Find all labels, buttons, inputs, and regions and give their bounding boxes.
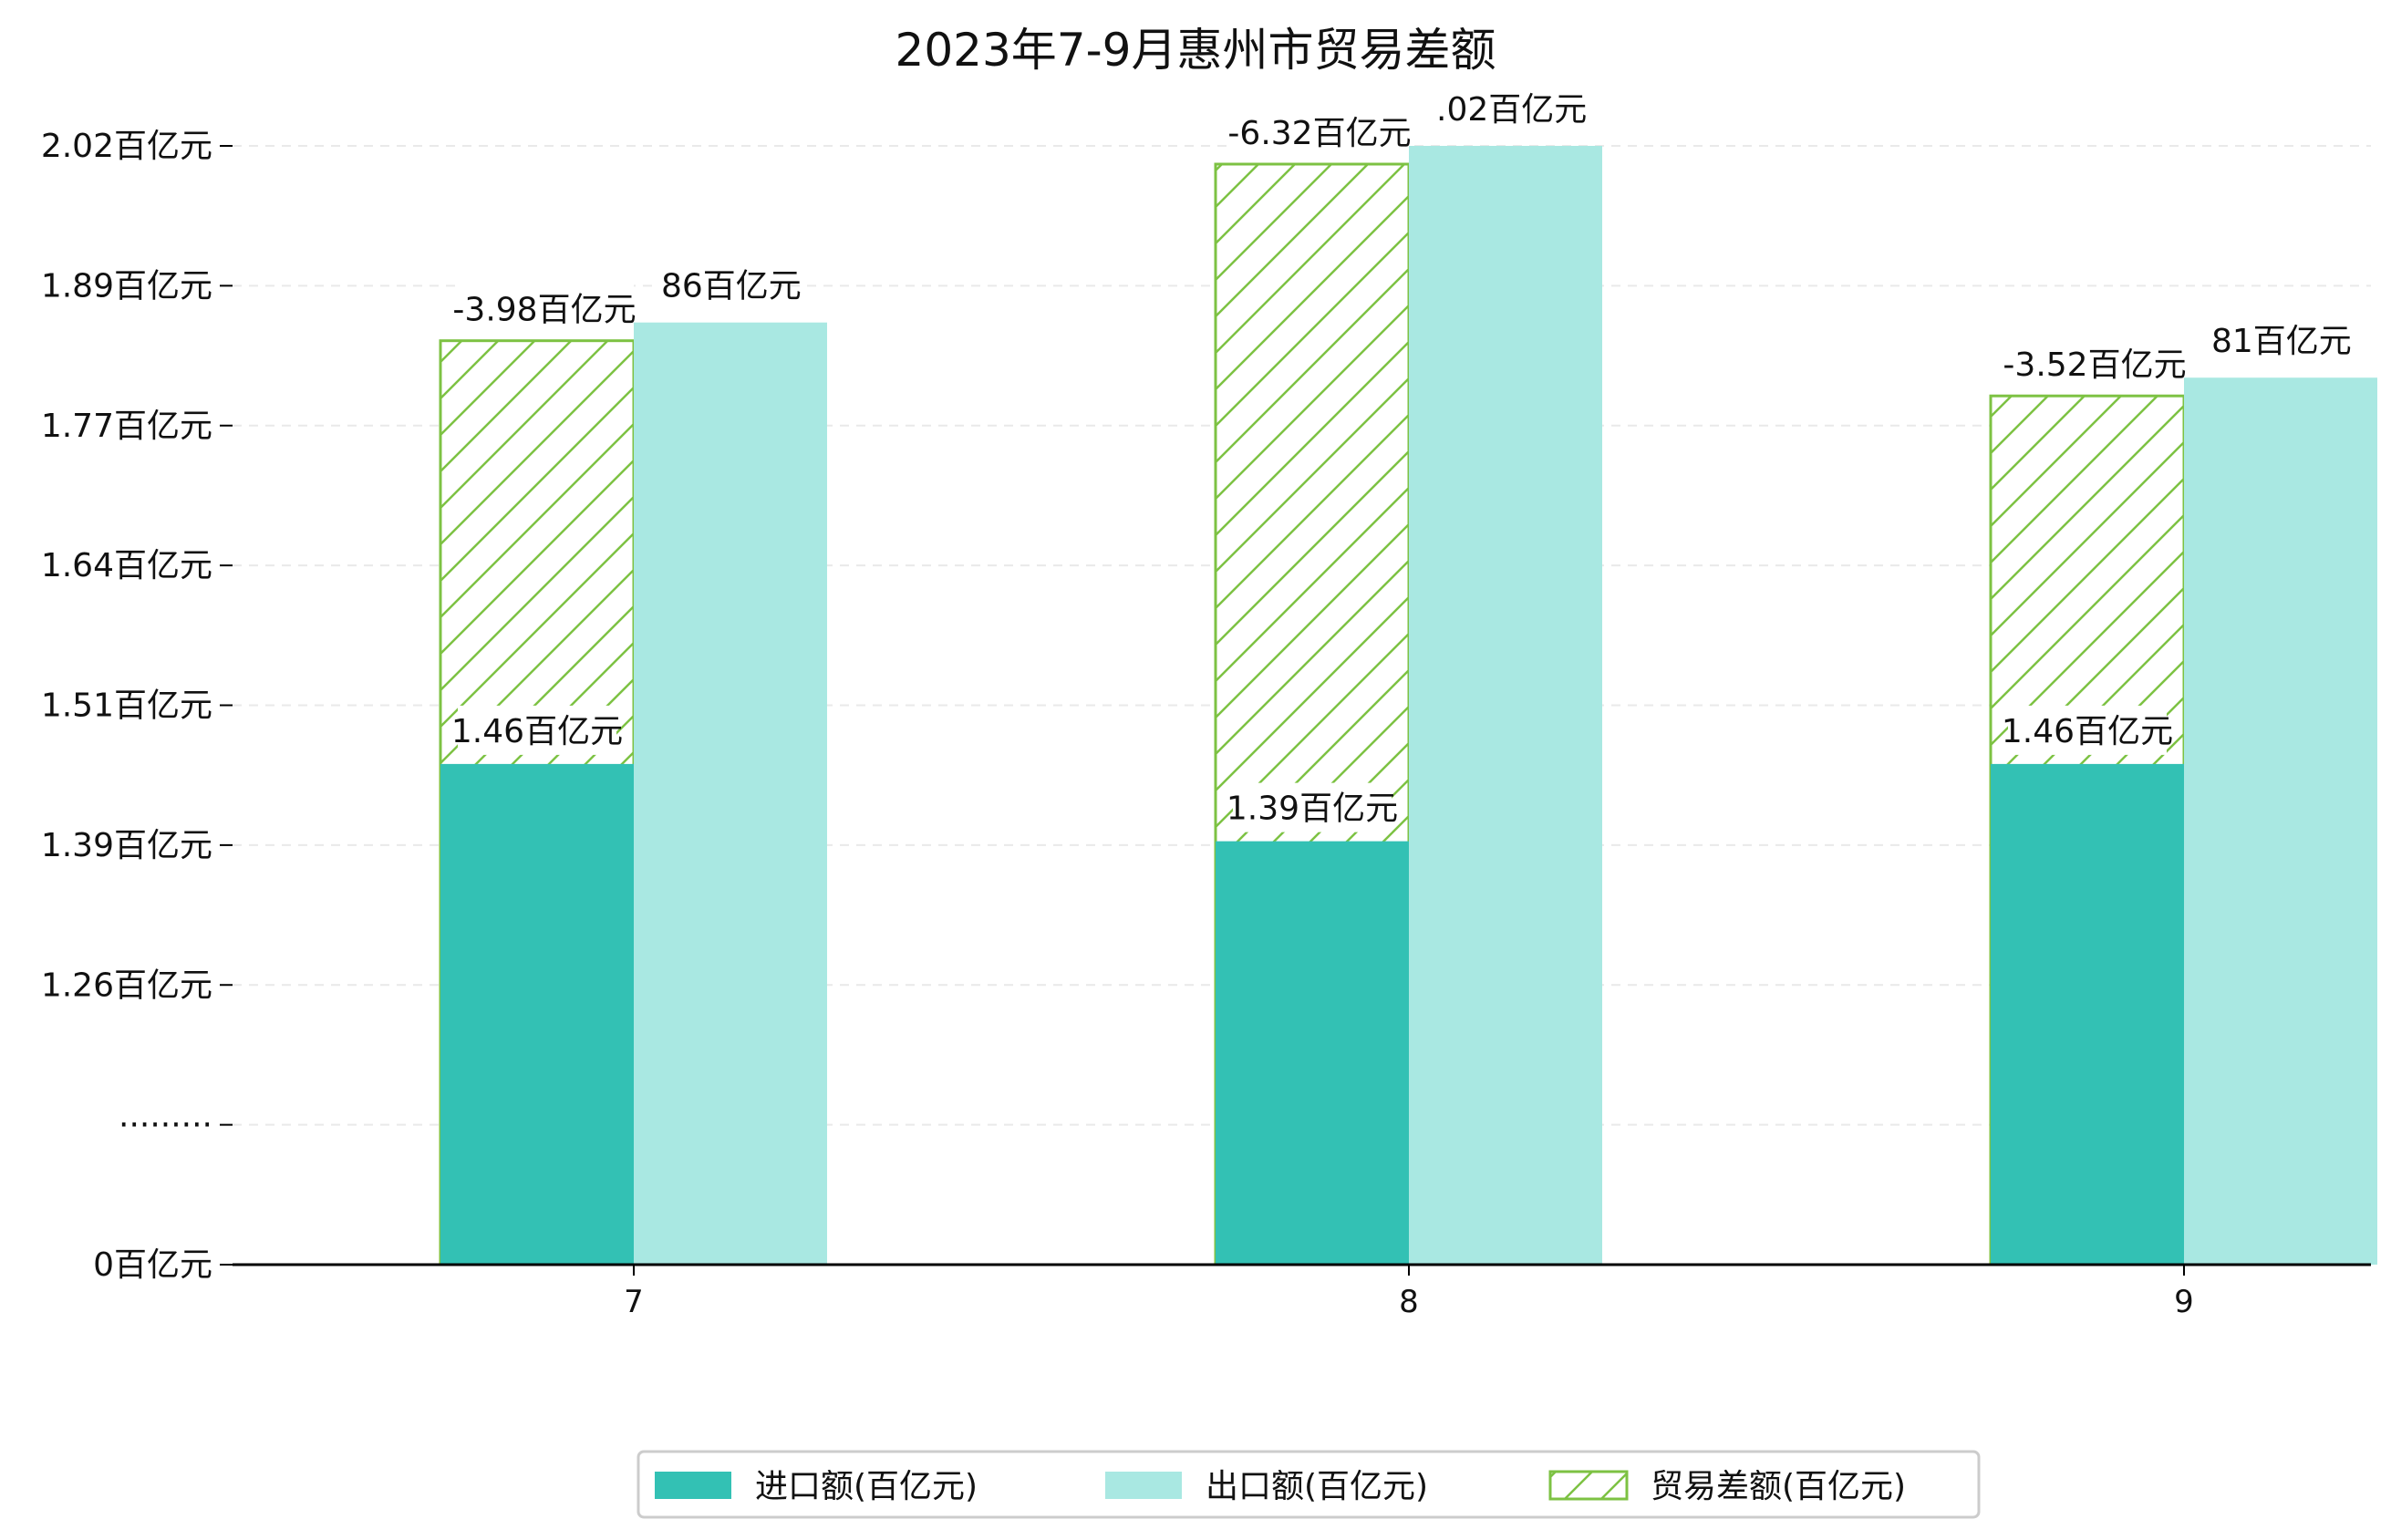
y-tick-label: 1.51百亿元 — [41, 687, 212, 725]
x-tick-label: 9 — [2174, 1284, 2194, 1320]
export-bar — [2184, 377, 2377, 1265]
import-value-label-bg — [458, 705, 616, 755]
legend-label: 贸易差额(百亿元) — [1651, 1468, 1906, 1505]
import-value-label-group: 1.46百亿元 — [451, 705, 623, 755]
balance-value-label-bg — [455, 284, 634, 334]
import-value-label-group: 1.46百亿元 — [2002, 705, 2173, 755]
balance-value-label: -3.98百亿元 — [452, 292, 636, 329]
export-bar — [1409, 146, 1602, 1265]
import-value-label-group: 1.39百亿元 — [1227, 782, 1398, 832]
export-value-label: 86百亿元 — [661, 268, 802, 305]
export-value-label-bg — [1429, 84, 1568, 133]
y-tick-label: ········· — [119, 1107, 212, 1144]
balance-value-label-bg — [1230, 108, 1409, 157]
import-value-label-bg — [1233, 782, 1392, 832]
legend-swatch — [1548, 1470, 1629, 1501]
y-tick-label: 0百亿元 — [93, 1246, 212, 1284]
export-value-label-bg — [654, 260, 772, 310]
balance-value-label-bg — [2005, 339, 2184, 389]
legend-label: 进口额(百亿元) — [755, 1468, 978, 1505]
bars — [439, 146, 2377, 1266]
y-tick-label: 1.26百亿元 — [41, 966, 212, 1004]
balance-value-label-group: -6.32百亿元 — [1227, 108, 1412, 157]
chart-title: 2023年7-9月惠州市贸易差额 — [895, 24, 1496, 77]
axes: 0百亿元 ········· 1.26百亿元 1.39百亿元 1.51百亿元 1.64百亿… — [41, 128, 2371, 1320]
balance-value-label: -6.32百亿元 — [1227, 115, 1411, 152]
y-tick-label: 1.89百亿元 — [41, 267, 212, 305]
balance-value-label-group: -3.98百亿元 — [452, 284, 637, 334]
export-value-label: 81百亿元 — [2211, 323, 2352, 360]
import-value-label: 1.39百亿元 — [1227, 791, 1398, 828]
x-tick-label: 7 — [624, 1284, 644, 1320]
export-bar — [634, 322, 827, 1265]
export-value-label-bg — [2204, 315, 2323, 366]
export-value-label: .02百亿元 — [1436, 91, 1587, 129]
import-bar — [440, 763, 634, 1265]
import-value-label: 1.46百亿元 — [451, 713, 623, 750]
import-bar — [1216, 841, 1409, 1265]
legend: 进口额(百亿元) 出口额(百亿元) 贸易差额(百亿元) — [637, 1450, 1981, 1519]
legend-swatch — [655, 1472, 731, 1499]
import-value-label-bg — [2008, 705, 2167, 755]
balance-value-label-group: -3.52百亿元 — [2003, 339, 2187, 389]
export-value-label-group: .02百亿元 — [1429, 84, 1587, 133]
export-value-label-group: 81百亿元 — [2204, 315, 2352, 366]
legend-box — [637, 1450, 1981, 1519]
x-tick-label: 8 — [1399, 1284, 1419, 1320]
y-tick-label: 1.39百亿元 — [41, 827, 212, 864]
export-value-label-group: 86百亿元 — [654, 260, 802, 310]
balance-value-label: -3.52百亿元 — [2003, 346, 2186, 384]
y-tick-label: 2.02百亿元 — [41, 128, 212, 165]
legend-swatch — [1105, 1472, 1182, 1499]
y-tick-label: 1.77百亿元 — [41, 408, 212, 445]
legend-label: 出口额(百亿元) — [1206, 1468, 1428, 1505]
import-bar — [1991, 763, 2184, 1265]
data-labels: 1.46百亿元 -3.98百亿元 86百亿元 1.39百亿元 -6.32百亿元 .02百亿… — [451, 84, 2352, 832]
import-value-label: 1.46百亿元 — [2002, 713, 2173, 750]
y-tick-label: 1.64百亿元 — [41, 547, 212, 584]
